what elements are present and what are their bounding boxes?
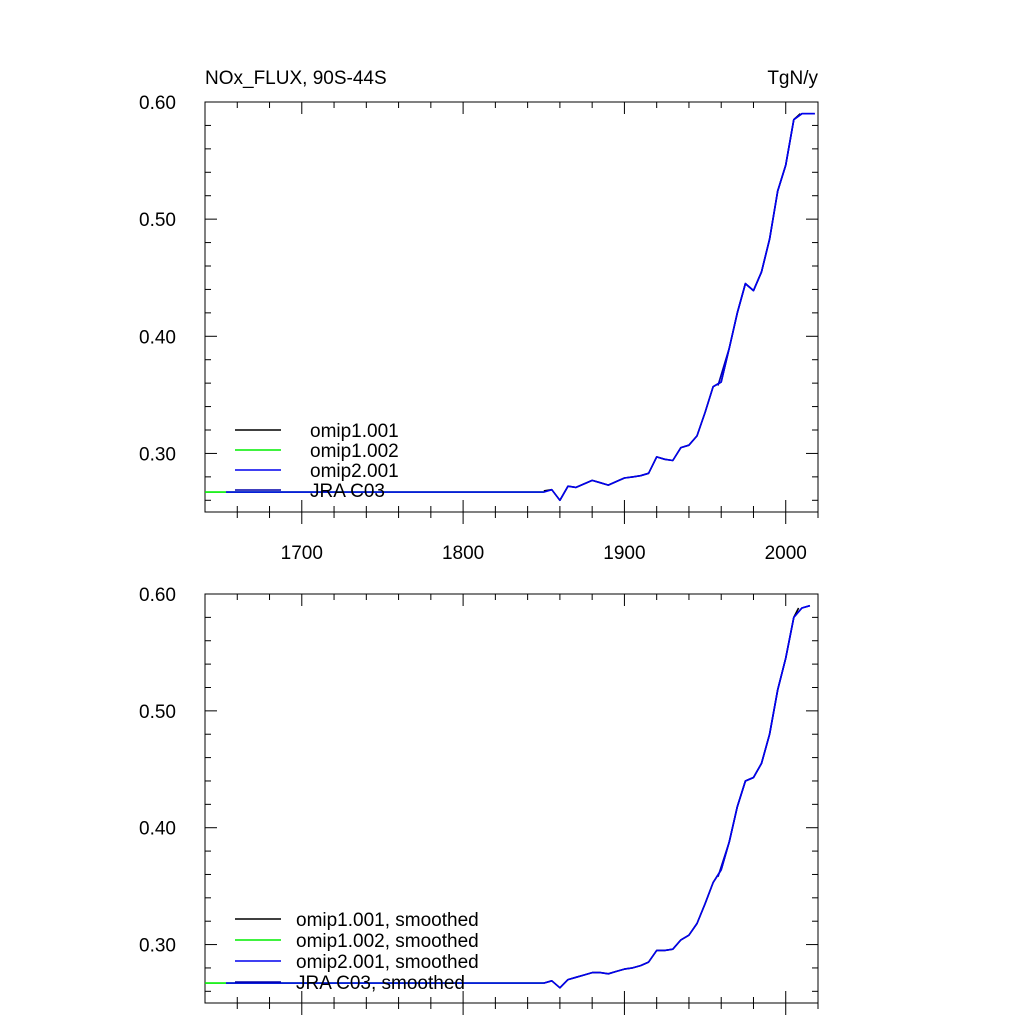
legend-label-1: omip1.002, smoothed	[296, 931, 479, 952]
legend-label-0: omip1.001	[310, 421, 399, 442]
x-tick-label: 2000	[765, 543, 807, 564]
y-tick-label: 0.50	[139, 702, 176, 723]
y-tick-label: 0.60	[139, 585, 176, 606]
y-tick-label: 0.40	[139, 327, 176, 348]
plot-frame	[204, 101, 819, 513]
legend-label-0: omip1.001, smoothed	[296, 910, 479, 931]
y-tick-label: 0.50	[139, 210, 176, 231]
plot-frame	[204, 593, 819, 1004]
legend-label-1: omip1.002	[310, 441, 399, 462]
legend-label-2: omip2.001, smoothed	[296, 952, 479, 973]
panel-bottom: 0.30 0.40 0.50 0.60 omip1.001, smoothedomip1…	[139, 585, 819, 1015]
y-tick-label: 0.30	[139, 444, 176, 465]
series-line-0	[543, 607, 800, 989]
x-tick-label: 1700	[281, 543, 323, 564]
legend-label-2: omip2.001	[310, 461, 399, 482]
legend-label-3: JRA C03, smoothed	[296, 973, 465, 994]
x-tick-label: 1900	[603, 543, 645, 564]
legend-label-3: JRA C03	[310, 481, 385, 502]
y-tick-label: 0.30	[139, 936, 176, 957]
panel-top: 0.30 0.40 0.50 0.60 1700 1800 1900 2000 omip1.00…	[139, 93, 819, 564]
series-line-3	[717, 604, 811, 878]
y-tick-label: 0.40	[139, 819, 176, 840]
units-label: TgN/y	[767, 68, 818, 89]
chart-title: NOx_FLUX, 90S-44S	[205, 68, 387, 89]
x-tick-label: 1800	[442, 543, 484, 564]
y-tick-label: 0.60	[139, 93, 176, 114]
series-line-2	[226, 112, 815, 502]
series-line-2	[226, 604, 811, 989]
series-line-0	[543, 113, 801, 502]
